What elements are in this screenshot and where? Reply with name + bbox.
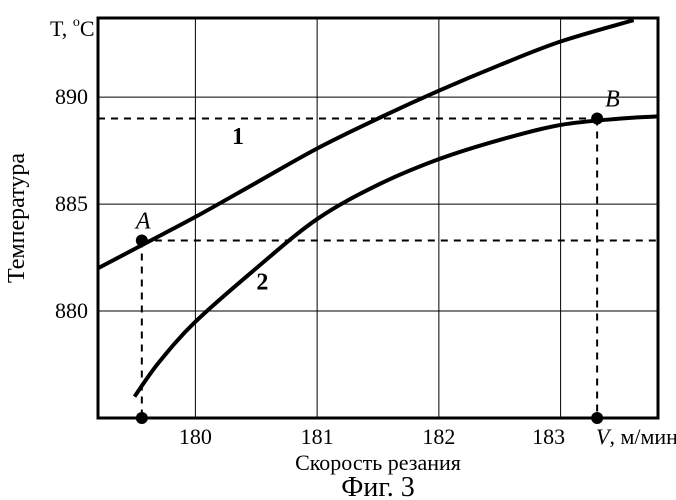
y-tick-label: 880 (55, 298, 88, 323)
chart-container: 12 AB 180181182183 880885890 T, oC V, м/… (0, 0, 676, 500)
series-group: 12 (98, 20, 658, 396)
y-unit-suffix: C (80, 16, 95, 41)
grid (98, 18, 658, 418)
series-label-1: 1 (232, 124, 244, 150)
series-2 (135, 116, 658, 396)
point-label-B: B (605, 87, 620, 113)
y-axis-title: Температура (4, 153, 30, 283)
guide-lines (98, 119, 658, 424)
axis-dot (591, 412, 603, 424)
y-unit-prefix: T, (50, 16, 73, 41)
y-axis-unit: T, oC (50, 15, 95, 41)
series-1 (98, 20, 634, 268)
y-tick-label: 885 (55, 191, 88, 216)
point-A (136, 234, 148, 246)
plot-frame (98, 18, 658, 418)
y-tick-labels: 880 885 890 (55, 84, 88, 323)
series-label-2: 2 (256, 270, 268, 296)
y-unit-super: o (73, 15, 80, 30)
x-tick-label: 181 (301, 424, 334, 449)
point-label-A: A (134, 208, 151, 234)
x-tick-label: 180 (179, 424, 212, 449)
axis-dot (136, 412, 148, 424)
chart-svg: 12 AB 180181182183 880885890 T, oC V, м/… (0, 0, 676, 500)
x-tick-label: 183 (532, 424, 565, 449)
marked-points: AB (134, 87, 620, 247)
x-axis-unit: V, м/мин (596, 424, 676, 449)
x-tick-labels: 180 181 182 183 (179, 424, 565, 449)
x-tick-label: 182 (422, 424, 455, 449)
figure-caption: Фиг. 3 (341, 472, 414, 500)
y-tick-label: 890 (55, 84, 88, 109)
x-unit-rest: , м/мин (609, 424, 676, 449)
point-B (591, 113, 603, 125)
